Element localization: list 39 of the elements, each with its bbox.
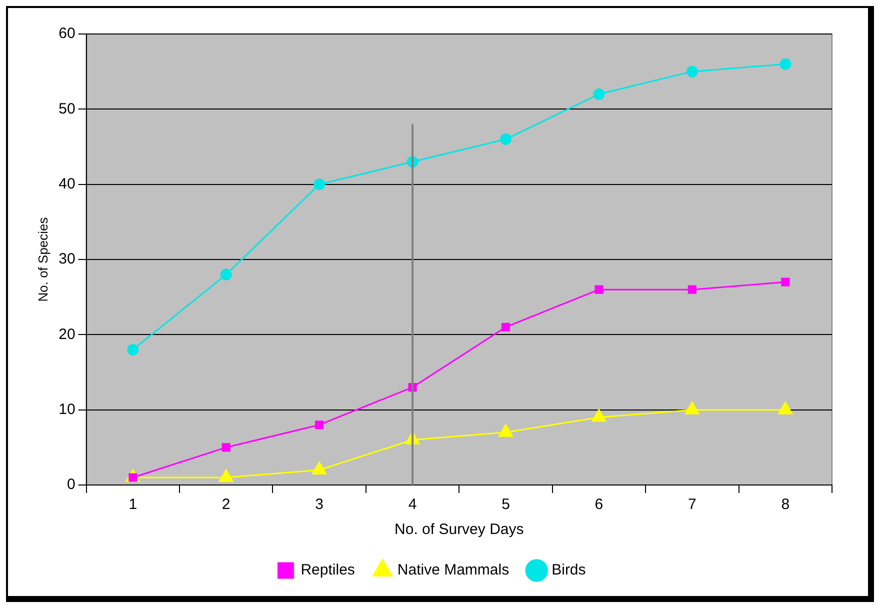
- y-axis-title: No. of Species: [35, 216, 50, 302]
- point: [592, 409, 606, 422]
- legend-label: Reptiles: [300, 562, 355, 579]
- point: [684, 402, 700, 414]
- x-tick-label: 5: [502, 496, 510, 514]
- y-tick-label: 20: [58, 326, 76, 343]
- y-tick-label: 60: [58, 25, 76, 42]
- x-tick-label: 3: [315, 496, 324, 514]
- y-tick-label: 40: [58, 175, 76, 192]
- y-tick-label: 30: [58, 250, 76, 268]
- y-tick-label: 10: [58, 400, 76, 418]
- x-tick-label: 4: [408, 496, 417, 514]
- legend-label: Birds: [552, 562, 586, 579]
- y-tick-label: 0: [66, 476, 76, 494]
- x-tick-label: 2: [222, 496, 230, 514]
- point: [778, 402, 793, 414]
- y-tick-label: 50: [58, 100, 76, 118]
- x-tick-label: 7: [688, 496, 696, 514]
- x-tick-label: 6: [594, 496, 604, 514]
- point: [500, 133, 512, 145]
- point: [315, 420, 324, 430]
- point: [218, 469, 234, 482]
- point: [498, 424, 513, 437]
- point: [780, 58, 792, 70]
- point: [501, 322, 510, 332]
- point: [594, 285, 604, 294]
- point: [222, 443, 230, 452]
- x-tick-label: 1: [128, 496, 138, 514]
- point: [593, 88, 605, 100]
- point: [688, 285, 696, 294]
- point: [127, 344, 139, 356]
- point: [220, 268, 232, 280]
- x-axis-title: No. of Survey Days: [394, 521, 524, 538]
- point: [686, 66, 698, 78]
- point: [314, 178, 326, 190]
- x-tick-label: 8: [781, 496, 790, 514]
- point: [312, 462, 327, 474]
- legend-label: Native Mammals: [397, 562, 510, 579]
- point: [781, 278, 790, 286]
